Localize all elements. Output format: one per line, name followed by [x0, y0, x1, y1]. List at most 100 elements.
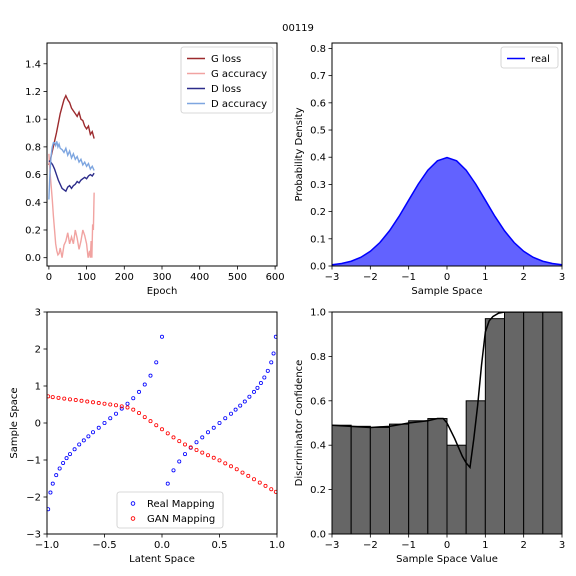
x-axis-label: Epoch: [147, 286, 178, 297]
point-gan-mapping: [263, 483, 268, 488]
point-gan-mapping: [142, 415, 147, 420]
point-gan-mapping: [79, 398, 84, 403]
point-gan-mapping: [73, 398, 78, 403]
point-real-mapping: [131, 396, 136, 401]
y-tick-label: 0.4: [310, 153, 326, 164]
legend-label-gan-mapping: GAN Mapping: [147, 514, 215, 525]
y-tick-label: 0.6: [310, 396, 326, 407]
x-tick-label: 500: [228, 272, 247, 283]
x-tick-label: 1.0: [269, 540, 285, 551]
point-real-mapping: [50, 481, 55, 486]
y-tick-label: 0.2: [310, 207, 326, 218]
point-gan-mapping: [154, 423, 159, 428]
series-line-g-loss: [48, 93, 95, 166]
x-tick-label: 1: [482, 540, 488, 551]
plot-area: [332, 156, 562, 266]
point-real-mapping: [57, 466, 62, 471]
x-axis-label: Sample Space Value: [396, 554, 498, 565]
point-real-mapping: [265, 368, 270, 373]
point-real-mapping: [251, 389, 256, 394]
point-gan-mapping: [234, 467, 239, 472]
latent-mapping-plot: −1.0 −0.5 0.0 0.5 1.0 −3 −2 −1 0 1 2 3 Latent Space S…: [9, 308, 285, 566]
y-axis-label: Discriminator Confidence: [294, 360, 305, 487]
x-tick-label: 0.0: [154, 540, 170, 551]
y-tick-label: 1.0: [310, 308, 326, 319]
y-axis-label: Probability Density: [294, 107, 305, 201]
y-tick-label: 1.4: [25, 59, 41, 70]
x-tick-label: 600: [266, 272, 285, 283]
y-tick-label: 0.8: [310, 352, 326, 363]
point-real-mapping: [47, 507, 51, 512]
x-tick-label: 2: [520, 272, 526, 283]
point-real-mapping: [136, 389, 141, 394]
point-gan-mapping: [228, 464, 233, 469]
point-real-mapping: [91, 430, 96, 435]
point-real-mapping: [255, 385, 260, 390]
x-tick-label: −1.0: [35, 540, 59, 551]
legend-label-g-loss: G loss: [211, 54, 241, 65]
y-tick-label: −1: [26, 456, 41, 467]
y-tick-label: 0.5: [310, 126, 326, 137]
point-gan-mapping: [102, 401, 107, 406]
point-gan-mapping: [240, 470, 245, 475]
y-tick-label: −3: [26, 530, 41, 541]
x-tick-label: −0.5: [92, 540, 116, 551]
x-tick-label: −3: [325, 540, 340, 551]
point-gan-mapping: [211, 455, 216, 460]
x-tick-label: 0: [46, 272, 52, 283]
x-tick-label: 3: [559, 540, 565, 551]
point-real-mapping: [211, 425, 216, 430]
x-tick-label: 0: [444, 272, 450, 283]
legend: G loss G accuracy D loss D accuracy: [180, 46, 274, 114]
legend-box: [500, 46, 559, 69]
x-tick-label: 0: [444, 540, 450, 551]
x-tick-label: 2: [520, 540, 526, 551]
point-gan-mapping: [171, 435, 176, 440]
point-gan-mapping: [177, 439, 182, 444]
point-gan-mapping: [136, 411, 141, 416]
point-real-mapping: [154, 360, 159, 365]
legend-marker-gan-mapping: [130, 516, 136, 521]
point-gan-mapping: [182, 442, 187, 447]
y-tick-label: 0.3: [310, 180, 326, 191]
legend-label-d-loss: D loss: [211, 84, 241, 95]
point-real-mapping: [102, 420, 107, 425]
figure-title: 00119: [282, 23, 314, 34]
point-gan-mapping: [119, 404, 124, 409]
x-axis-label: Latent Space: [129, 554, 195, 565]
probability-density-plot: −3 −2 −1 0 1 2 3 0.0 0.1 0.2 0.3 0.4 0.5 0.6 0.7 0.8 Sam…: [294, 42, 565, 297]
point-real-mapping: [114, 411, 119, 416]
y-tick-label: 0.2: [25, 225, 41, 236]
point-gan-mapping: [165, 431, 170, 436]
point-gan-mapping: [257, 480, 262, 485]
point-gan-mapping: [91, 400, 96, 405]
confidence-bar: [350, 425, 371, 534]
y-tick-label: 1.0: [25, 115, 41, 126]
point-real-mapping: [125, 401, 130, 406]
point-real-mapping: [108, 416, 113, 421]
point-real-mapping: [48, 490, 53, 495]
point-real-mapping: [68, 452, 73, 457]
legend: real: [500, 46, 559, 69]
point-real-mapping: [223, 416, 228, 421]
legend-label-g-accuracy: G accuracy: [211, 69, 267, 80]
point-gan-mapping: [114, 403, 119, 408]
x-tick-label: −2: [363, 540, 378, 551]
y-tick-label: 0.0: [25, 253, 41, 264]
confidence-bar: [484, 318, 506, 534]
confidence-bar: [523, 312, 544, 534]
point-real-mapping: [148, 373, 153, 378]
confidence-bar: [427, 418, 448, 534]
plot-area: [48, 93, 95, 258]
y-tick-label: 0.6: [25, 170, 41, 181]
point-gan-mapping: [246, 473, 251, 478]
y-tick-label: 0.8: [25, 142, 41, 153]
series-line-d-loss: [48, 160, 95, 193]
point-real-mapping: [247, 394, 252, 399]
y-tick-label: 3: [35, 308, 41, 319]
point-real-mapping: [171, 468, 176, 473]
y-tick-label: 1.2: [25, 87, 41, 98]
discriminator-confidence-plot: −3 −2 −1 0 1 2 3 0.0 0.2 0.4 0.6 0.8 1.0 Sample Space…: [294, 308, 565, 566]
training-curves-plot: 0 100 200 300 400 500 600 0.0 0.2 0.4 0.6 0.8 1.0 1.2…: [25, 42, 285, 297]
